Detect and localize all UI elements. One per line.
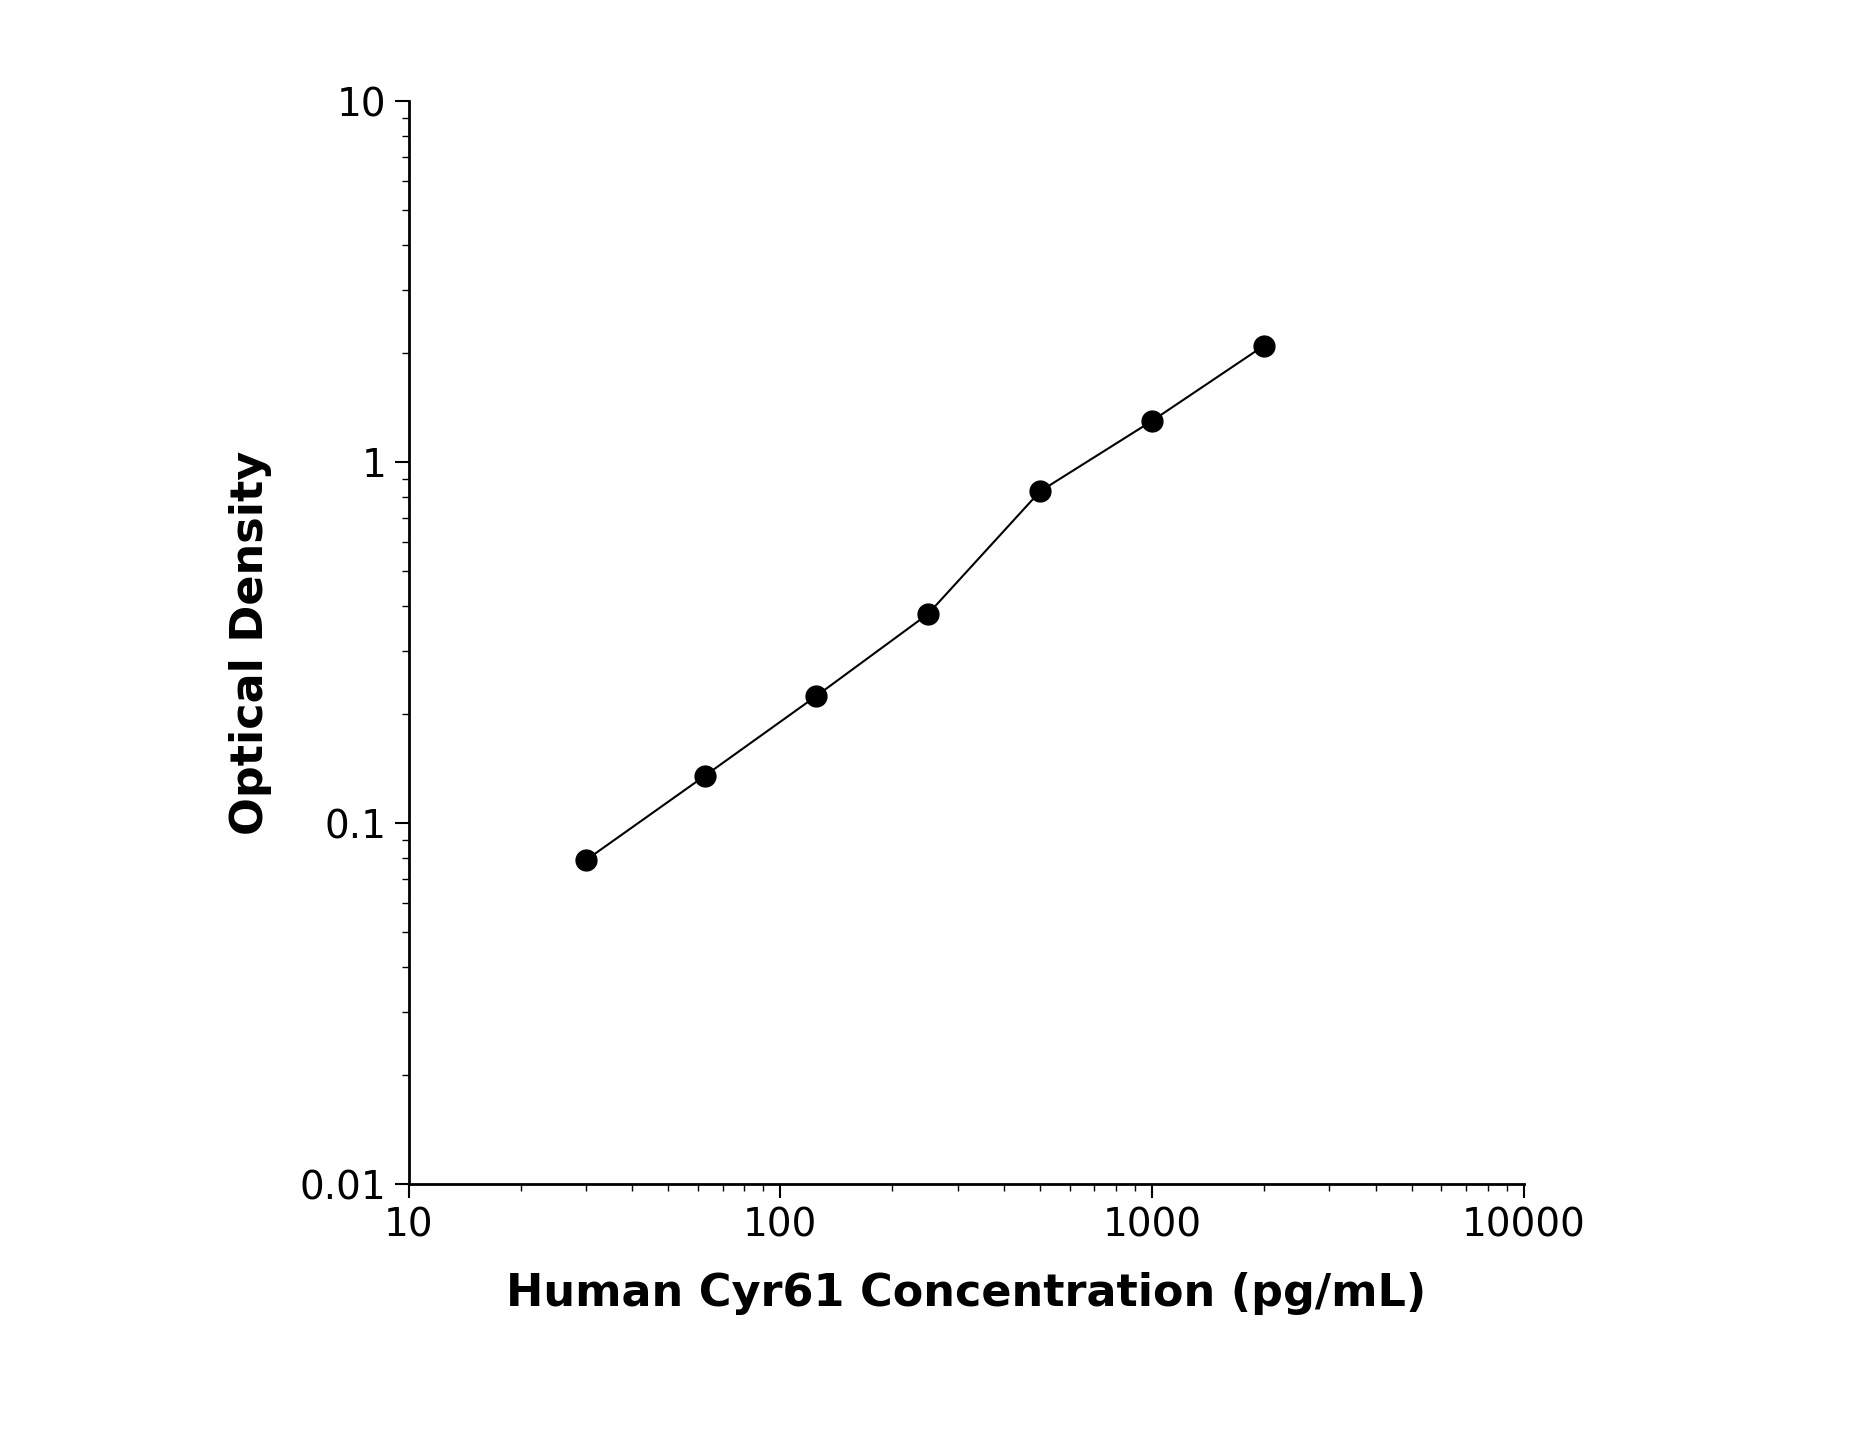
Point xyxy=(914,602,943,625)
X-axis label: Human Cyr61 Concentration (pg/mL): Human Cyr61 Concentration (pg/mL) xyxy=(505,1272,1426,1315)
Point xyxy=(800,684,830,708)
Point xyxy=(1025,479,1055,503)
Point xyxy=(570,849,600,872)
Point xyxy=(1248,334,1278,357)
Point xyxy=(689,764,719,787)
Point xyxy=(1136,410,1166,433)
Y-axis label: Optical Density: Optical Density xyxy=(228,451,271,835)
